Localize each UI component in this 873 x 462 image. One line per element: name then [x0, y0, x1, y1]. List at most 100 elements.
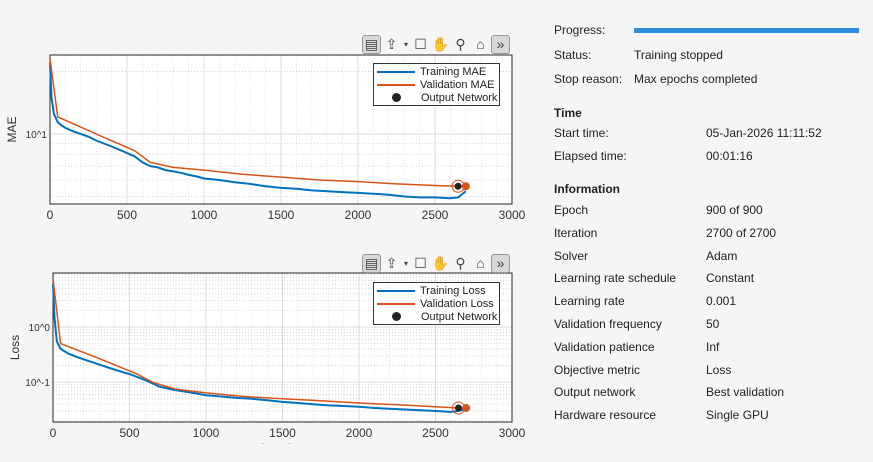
collapse-icon[interactable]: » — [491, 253, 510, 273]
legend-entry-output: Output Network — [374, 91, 499, 104]
info-row-value: Best validation — [706, 385, 785, 400]
legend-entry-validation: Validation MAE — [374, 78, 499, 91]
mae-plot[interactable]: 0 500 1000 1500 2000 2500 3000 10^1 Iteration MAE… — [0, 0, 530, 225]
x-tick-label: 1000 — [193, 426, 220, 440]
x-tick-label: 0 — [47, 208, 54, 222]
dropdown-arrow-icon[interactable]: ▾ — [403, 39, 408, 49]
validation-swatch — [377, 302, 415, 305]
status-label: Status: — [554, 48, 592, 62]
training-swatch — [377, 289, 415, 292]
validation-swatch — [377, 83, 415, 86]
pan-icon[interactable]: ✋ — [431, 35, 450, 52]
axes-toolbar: ▤ ⇪ ▾ ☐ ✋ ⚲ ⌂ » — [362, 34, 510, 54]
home-icon[interactable]: ⌂ — [476, 254, 485, 271]
info-row-value: Inf — [706, 339, 720, 354]
output-network-ring — [451, 401, 465, 415]
output-network-ring — [451, 179, 465, 193]
x-tick-label: 2500 — [422, 426, 449, 440]
info-row-label: Output network — [554, 385, 636, 400]
validation-line — [49, 58, 466, 188]
legend-label: Validation Loss — [420, 297, 494, 310]
legend-entry-validation: Validation Loss — [374, 297, 499, 310]
training-line — [52, 283, 467, 413]
progress-bar — [634, 28, 859, 33]
y-tick-label: 10^1 — [26, 130, 48, 141]
info-row-value: 0.001 — [706, 294, 737, 309]
y-tick-label: 10^0 — [29, 323, 51, 334]
time-header: Time — [554, 106, 582, 120]
training-swatch — [377, 70, 415, 73]
data-tips-icon[interactable]: ☐ — [414, 35, 427, 52]
pan-icon[interactable]: ✋ — [431, 254, 450, 271]
legend-label: Validation MAE — [420, 78, 495, 91]
info-row-label: Validation frequency — [554, 317, 662, 331]
x-tick-label: 0 — [50, 426, 57, 440]
info-row-value: 2700 of 2700 — [706, 225, 777, 240]
info-row-value: Loss — [706, 362, 732, 377]
training-line — [49, 62, 467, 200]
zoom-icon[interactable]: ⚲ — [455, 254, 466, 271]
home-icon[interactable]: ⌂ — [476, 35, 485, 52]
progress-label: Progress: — [554, 23, 606, 37]
stop-reason-label: Stop reason: — [554, 72, 623, 86]
plot-browser-icon[interactable]: ▤ — [362, 253, 381, 273]
x-tick-label: 1000 — [191, 208, 218, 222]
x-tick-label: 500 — [119, 426, 139, 440]
legend-entry-output: Output Network — [374, 310, 499, 323]
axes-toolbar: ▤ ⇪ ▾ ☐ ✋ ⚲ ⌂ » — [362, 253, 510, 273]
time-row-value: 05-Jan-2026 11:11:52 — [706, 126, 822, 140]
output-network-point — [454, 182, 462, 190]
info-row-value: 900 of 900 — [706, 203, 763, 217]
stop-reason-value: Max epochs completed — [634, 72, 758, 86]
loss-plot[interactable]: 0 500 1000 1500 2000 2500 3000 10^0 10^-1 Iterati… — [0, 219, 530, 444]
zoom-icon[interactable]: ⚲ — [455, 35, 466, 52]
dropdown-arrow-icon[interactable]: ▾ — [403, 258, 408, 268]
y-tick-label: 10^-1 — [25, 378, 50, 389]
validation-line — [52, 278, 467, 409]
legend-label: Training MAE — [420, 65, 487, 78]
export-icon[interactable]: ⇪ — [385, 254, 398, 271]
time-row-label: Elapsed time: — [554, 149, 627, 163]
output-network-marker-icon — [392, 93, 401, 102]
info-row-label: Hardware resource — [554, 408, 657, 423]
x-tick-label: 1500 — [269, 426, 296, 440]
legend-label: Training Loss — [420, 284, 486, 297]
data-tips-icon[interactable]: ☐ — [414, 254, 427, 271]
x-tick-label: 2500 — [422, 208, 449, 222]
x-axis-label: Iteration — [259, 223, 302, 225]
y-axis-label: Loss — [8, 335, 22, 360]
info-row-label: Iteration — [554, 225, 598, 240]
plot-browser-icon[interactable]: ▤ — [362, 34, 381, 54]
legend-entry-training: Training Loss — [374, 284, 499, 297]
info-row-label: Epoch — [554, 203, 589, 217]
mae-legend: Training MAE Validation MAE Output Netwo… — [373, 63, 500, 106]
axes-box — [49, 54, 513, 205]
loss-legend: Training Loss Validation Loss Output Net… — [373, 282, 500, 325]
info-row-value: Constant — [706, 271, 755, 286]
time-row-label: Start time: — [554, 126, 609, 140]
x-axis-label: Iteration — [261, 441, 304, 444]
x-tick-label: 2000 — [346, 426, 373, 440]
legend-label: Output Network — [421, 310, 498, 323]
info-row-value: Adam — [706, 248, 738, 263]
information-header: Information — [554, 182, 620, 196]
info-row-label: Learning rate schedule — [554, 271, 677, 286]
collapse-icon[interactable]: » — [491, 34, 510, 54]
info-row-label: Learning rate — [554, 294, 625, 309]
output-network-marker-icon — [392, 312, 401, 321]
info-row-label: Validation patience — [554, 339, 655, 354]
x-tick-label: 3000 — [499, 208, 526, 222]
x-tick-label: 1500 — [268, 208, 295, 222]
legend-entry-training: Training MAE — [374, 65, 499, 78]
axes-box — [52, 272, 513, 423]
x-tick-label: 3000 — [499, 426, 526, 440]
legend-label: Output Network — [421, 91, 498, 104]
y-axis-label: MAE — [5, 116, 19, 142]
x-tick-label: 500 — [117, 208, 137, 222]
time-row-value: 00:01:16 — [706, 149, 753, 163]
info-row-value: Single GPU — [706, 408, 769, 423]
export-icon[interactable]: ⇪ — [385, 35, 398, 52]
output-network-point — [454, 404, 462, 412]
info-row-label: Objective metric — [554, 362, 641, 377]
info-row-label: Solver — [554, 248, 589, 263]
